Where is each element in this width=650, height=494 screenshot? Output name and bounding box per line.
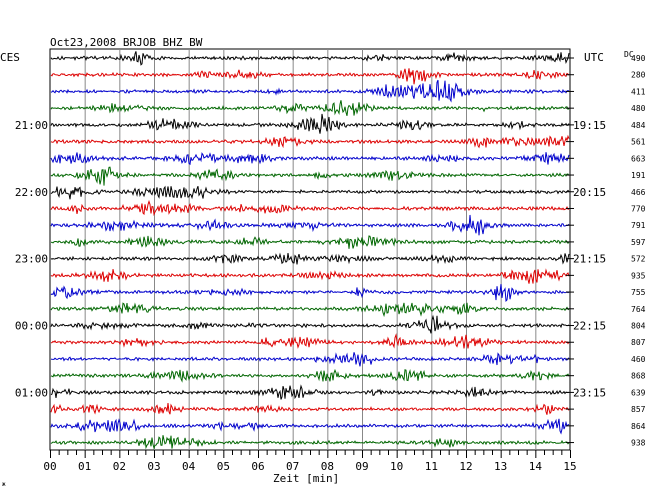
- dc-value: 597: [631, 238, 646, 247]
- right-hour-label: 20:15: [573, 186, 606, 199]
- chart-title: Oct23,2008 BRJOB BHZ BW: [50, 36, 203, 49]
- dc-value: 868: [631, 372, 646, 381]
- dc-value: 280: [631, 71, 646, 80]
- left-hour-label: 01:00: [15, 386, 48, 399]
- x-tick-label: 00: [43, 460, 56, 473]
- trace-line: [50, 333, 570, 349]
- dc-value: 770: [631, 204, 646, 213]
- x-tick-label: 12: [459, 460, 472, 473]
- right-hour-label: 23:15: [573, 386, 606, 399]
- x-tick-label: 08: [321, 460, 334, 473]
- dc-value: 561: [631, 138, 646, 147]
- dc-value: 864: [631, 422, 646, 431]
- left-hour-label: 23:00: [15, 253, 48, 266]
- dc-value: 804: [631, 322, 646, 331]
- dc-value: 807: [631, 338, 646, 347]
- trace-line: [50, 100, 570, 116]
- trace-line: [50, 252, 570, 265]
- trace-line: [50, 68, 570, 85]
- trace-line: [50, 214, 570, 236]
- dc-value: 484: [631, 121, 646, 130]
- right-hour-label: 19:15: [573, 119, 606, 132]
- dc-value: 639: [631, 388, 646, 397]
- grid-lines: [49, 48, 571, 458]
- dc-value: 466: [631, 188, 646, 197]
- x-tick-label: 10: [390, 460, 403, 473]
- trace-line: [50, 352, 570, 367]
- dc-value: 663: [631, 154, 646, 163]
- x-axis-label: Zeit [min]: [273, 472, 339, 485]
- trace-line: [50, 152, 570, 166]
- x-tick-label: 01: [78, 460, 91, 473]
- dc-value: 764: [631, 305, 646, 314]
- dc-value: 460: [631, 355, 646, 364]
- trace-line: [50, 199, 570, 217]
- right-hour-label: 22:15: [573, 320, 606, 333]
- dc-value: 490: [631, 54, 646, 63]
- trace-line: [50, 284, 570, 302]
- trace-line: [50, 302, 570, 318]
- dc-value: 935: [631, 271, 646, 280]
- dc-value: 791: [631, 221, 646, 230]
- trace-line: [50, 79, 570, 103]
- trace-line: [50, 435, 570, 450]
- dc-value: 755: [631, 288, 646, 297]
- label-group: 00 01 02 03 04 05 06 07 08 09 10 11 12 13 14 15 490 280 41…: [15, 54, 646, 473]
- x-tick-label: 05: [217, 460, 230, 473]
- x-tick-label: 14: [529, 460, 543, 473]
- right-hour-label: 21:15: [573, 253, 606, 266]
- x-tick-label: 09: [355, 460, 368, 473]
- trace-line: [50, 368, 570, 383]
- dc-value: 857: [631, 405, 646, 414]
- trace-line: [50, 134, 570, 149]
- trace-line: [50, 314, 570, 334]
- trace-line: [50, 51, 570, 66]
- trace-line: [50, 235, 570, 249]
- trace-line: [50, 268, 570, 284]
- corner-mark: ж: [2, 481, 6, 488]
- right-timezone-label: UTC: [584, 51, 604, 64]
- trace-line: [50, 166, 570, 186]
- trace-line: [50, 418, 570, 435]
- dc-header-label: DC: [624, 50, 634, 59]
- x-tick-label: 02: [113, 460, 126, 473]
- x-tick-label: 15: [563, 460, 576, 473]
- left-hour-label: 21:00: [15, 119, 48, 132]
- trace-line: [50, 384, 570, 400]
- x-tick-label: 11: [425, 460, 438, 473]
- x-tick-label: 03: [147, 460, 160, 473]
- trace-line: [50, 113, 570, 134]
- trace-line: [50, 185, 570, 200]
- trace-line: [50, 403, 570, 415]
- x-tick-label: 06: [251, 460, 264, 473]
- left-hour-label: 22:00: [15, 186, 48, 199]
- dc-value: 411: [631, 87, 646, 96]
- dc-value: 191: [631, 171, 646, 180]
- dc-value: 480: [631, 104, 646, 113]
- x-tick-label: 13: [494, 460, 507, 473]
- x-tick-label: 04: [182, 460, 196, 473]
- left-hour-label: 00:00: [15, 320, 48, 333]
- x-tick-label: 07: [286, 460, 299, 473]
- dc-value: 572: [631, 255, 646, 264]
- dc-value: 938: [631, 439, 646, 448]
- left-timezone-label: CES: [0, 51, 20, 64]
- trace-group: [50, 51, 570, 450]
